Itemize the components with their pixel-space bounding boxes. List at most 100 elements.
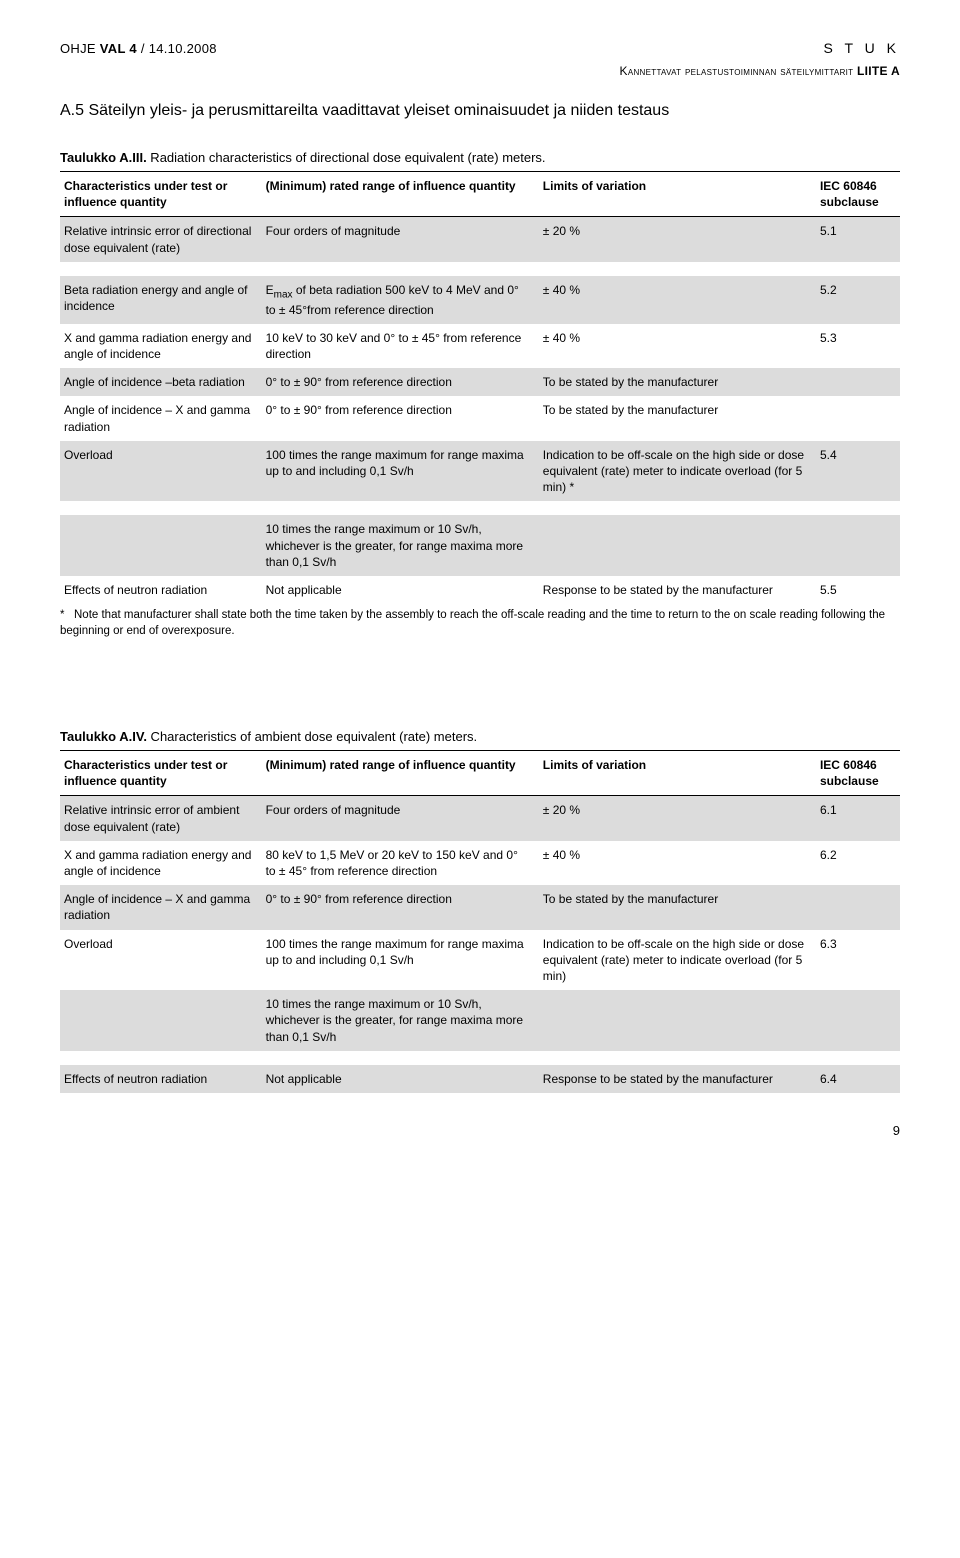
table4-body: Relative intrinsic error of ambient dose… [60, 796, 900, 1093]
page-number: 9 [60, 1123, 900, 1138]
cell: Indication to be off-scale on the high s… [539, 441, 816, 502]
cell: Not applicable [262, 1065, 539, 1093]
cell: 10 keV to 30 keV and 0° to ± 45° from re… [262, 324, 539, 368]
cell: 10 times the range maximum or 10 Sv/h, w… [262, 990, 539, 1051]
table4-caption: Taulukko A.IV. Characteristics of ambien… [60, 729, 900, 744]
table-row: Overload 100 times the range maximum for… [60, 930, 900, 991]
subheader-bold: LIITE A [857, 64, 900, 78]
cell: 6.4 [816, 1065, 900, 1093]
cell: ± 20 % [539, 217, 816, 262]
table3-footnote: *Note that manufacturer shall state both… [60, 608, 900, 639]
cell: 5.1 [816, 217, 900, 262]
table4-h3: Limits of variation [539, 751, 816, 796]
cell: 5.2 [816, 276, 900, 324]
table-row: Relative intrinsic error of ambient dose… [60, 796, 900, 841]
header-left: OHJE VAL 4 / 14.10.2008 [60, 41, 217, 56]
cell [60, 515, 262, 576]
cell: Relative intrinsic error of directional … [60, 217, 262, 262]
table4: Characteristics under test or influence … [60, 750, 900, 1093]
table-row: 10 times the range maximum or 10 Sv/h, w… [60, 990, 900, 1051]
cell: 0° to ± 90° from reference direction [262, 396, 539, 440]
cell: ± 40 % [539, 324, 816, 368]
table4-h2: (Minimum) rated range of influence quant… [262, 751, 539, 796]
table3-h2: (Minimum) rated range of influence quant… [262, 172, 539, 217]
table-row: Angle of incidence – X and gamma radiati… [60, 885, 900, 929]
header-left-suffix: / 14.10.2008 [137, 41, 217, 56]
cell: 5.4 [816, 441, 900, 502]
cell: To be stated by the manufacturer [539, 885, 816, 929]
subheader: Kannettavat pelastustoiminnan säteilymit… [60, 64, 900, 78]
gap-row [60, 262, 900, 276]
table3: Characteristics under test or influence … [60, 171, 900, 604]
cell: 100 times the range maximum for range ma… [262, 441, 539, 502]
cell: Four orders of magnitude [262, 796, 539, 841]
table-row: Angle of incidence – X and gamma radiati… [60, 396, 900, 440]
cell: Not applicable [262, 576, 539, 604]
footnote-marker: * [60, 608, 74, 624]
cell [60, 990, 262, 1051]
cell: 0° to ± 90° from reference direction [262, 885, 539, 929]
cell: Angle of incidence –beta radiation [60, 368, 262, 396]
cell: 5.5 [816, 576, 900, 604]
cell: Angle of incidence – X and gamma radiati… [60, 396, 262, 440]
subheader-smallcap: Kannettavat pelastustoiminnan säteilymit… [620, 64, 857, 78]
cell: ± 20 % [539, 796, 816, 841]
table3-header-row: Characteristics under test or influence … [60, 172, 900, 217]
table4-header-row: Characteristics under test or influence … [60, 751, 900, 796]
cell [816, 990, 900, 1051]
cell: 80 keV to 1,5 MeV or 20 keV to 150 keV a… [262, 841, 539, 885]
header-left-prefix: OHJE [60, 41, 100, 56]
cell: Overload [60, 441, 262, 502]
cell: Emax of beta radiation 500 keV to 4 MeV … [262, 276, 539, 324]
table-row: Effects of neutron radiation Not applica… [60, 1065, 900, 1093]
table3-caption-bold: Taulukko A.III. [60, 150, 147, 165]
table3-h3: Limits of variation [539, 172, 816, 217]
table-row: X and gamma radiation energy and angle o… [60, 841, 900, 885]
cell: Overload [60, 930, 262, 991]
cell: 10 times the range maximum or 10 Sv/h, w… [262, 515, 539, 576]
cell: To be stated by the manufacturer [539, 368, 816, 396]
gap-row [60, 1051, 900, 1065]
header-left-bold: VAL 4 [100, 41, 137, 56]
cell: 100 times the range maximum for range ma… [262, 930, 539, 991]
cell: 5.3 [816, 324, 900, 368]
cell: To be stated by the manufacturer [539, 396, 816, 440]
table-row: Overload 100 times the range maximum for… [60, 441, 900, 502]
table4-caption-bold: Taulukko A.IV. [60, 729, 147, 744]
table-row: Angle of incidence –beta radiation 0° to… [60, 368, 900, 396]
table3-h1: Characteristics under test or influence … [60, 172, 262, 217]
cell: X and gamma radiation energy and angle o… [60, 841, 262, 885]
cell: Effects of neutron radiation [60, 1065, 262, 1093]
cell: Response to be stated by the manufacture… [539, 1065, 816, 1093]
cell: Angle of incidence – X and gamma radiati… [60, 885, 262, 929]
section-title: A.5 Säteilyn yleis- ja perusmittareilta … [60, 102, 900, 120]
cell: Indication to be off-scale on the high s… [539, 930, 816, 991]
cell: ± 40 % [539, 841, 816, 885]
table3-caption: Taulukko A.III. Radiation characteristic… [60, 150, 900, 165]
cell [539, 990, 816, 1051]
page-header: OHJE VAL 4 / 14.10.2008 S T U K [60, 40, 900, 56]
cell [816, 515, 900, 576]
table3-body: Relative intrinsic error of directional … [60, 217, 900, 604]
table-row: 10 times the range maximum or 10 Sv/h, w… [60, 515, 900, 576]
cell [816, 885, 900, 929]
cell: ± 40 % [539, 276, 816, 324]
table-row: Beta radiation energy and angle of incid… [60, 276, 900, 324]
cell: 0° to ± 90° from reference direction [262, 368, 539, 396]
cell [816, 396, 900, 440]
table-row: Relative intrinsic error of directional … [60, 217, 900, 262]
gap-row [60, 501, 900, 515]
cell: 6.2 [816, 841, 900, 885]
cell [816, 368, 900, 396]
cell: Effects of neutron radiation [60, 576, 262, 604]
table3-h4: IEC 60846 subclause [816, 172, 900, 217]
table4-h1: Characteristics under test or influence … [60, 751, 262, 796]
table4-h4: IEC 60846 subclause [816, 751, 900, 796]
table-row: X and gamma radiation energy and angle o… [60, 324, 900, 368]
table-row: Effects of neutron radiation Not applica… [60, 576, 900, 604]
cell: Relative intrinsic error of ambient dose… [60, 796, 262, 841]
cell: Response to be stated by the manufacture… [539, 576, 816, 604]
cell: 6.3 [816, 930, 900, 991]
footnote-text: Note that manufacturer shall state both … [60, 609, 885, 637]
table3-caption-rest: Radiation characteristics of directional… [147, 150, 546, 165]
